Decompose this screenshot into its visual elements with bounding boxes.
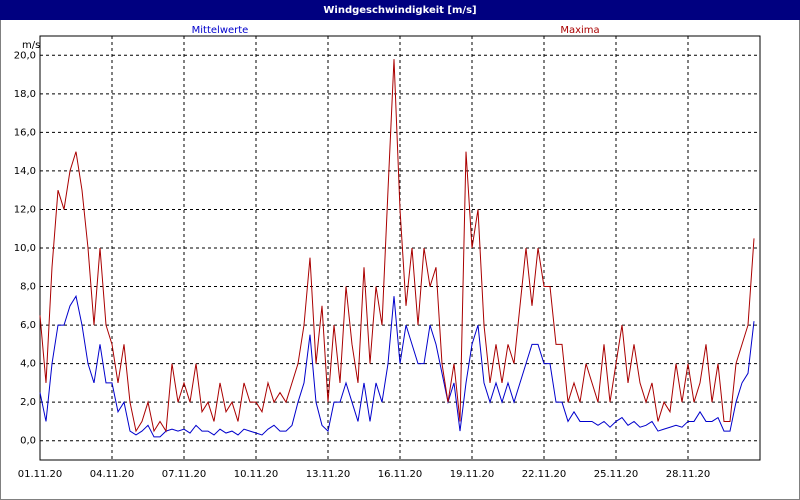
x-tick-label: 16.11.20 (378, 469, 423, 480)
data-line (39, 59, 755, 433)
y-tick-label: 12,0 (14, 204, 36, 215)
x-tick-label: 19.11.20 (450, 469, 495, 480)
y-tick-label: 16,0 (14, 127, 36, 138)
y-tick-label: 20,0 (14, 50, 36, 61)
chart-title: Windgeschwindigkeit [m/s] (323, 5, 476, 16)
data-line (39, 294, 755, 438)
y-axis-unit: m/s (22, 40, 40, 51)
x-tick-label: 01.11.20 (18, 469, 63, 480)
x-tick-label: 13.11.20 (306, 469, 351, 480)
y-tick-label: 18,0 (14, 89, 36, 100)
x-tick-label: 28.11.20 (666, 469, 711, 480)
y-tick-label: 8,0 (20, 282, 36, 293)
y-tick-label: 0,0 (20, 436, 36, 447)
x-tick-label: 25.11.20 (594, 469, 639, 480)
x-tick-label: 22.11.20 (522, 469, 567, 480)
y-tick-label: 6,0 (20, 320, 36, 331)
x-tick-label: 07.11.20 (162, 469, 207, 480)
x-tick-label: 04.11.20 (90, 469, 135, 480)
legend-entry: Mittelwerte (192, 25, 249, 36)
x-tick-label: 10.11.20 (234, 469, 279, 480)
y-tick-label: 4,0 (20, 359, 36, 370)
y-tick-label: 10,0 (14, 243, 36, 254)
title-bar (0, 0, 800, 20)
legend-entry: Maxima (560, 25, 599, 36)
y-tick-label: 2,0 (20, 397, 36, 408)
y-tick-label: 14,0 (14, 166, 36, 177)
